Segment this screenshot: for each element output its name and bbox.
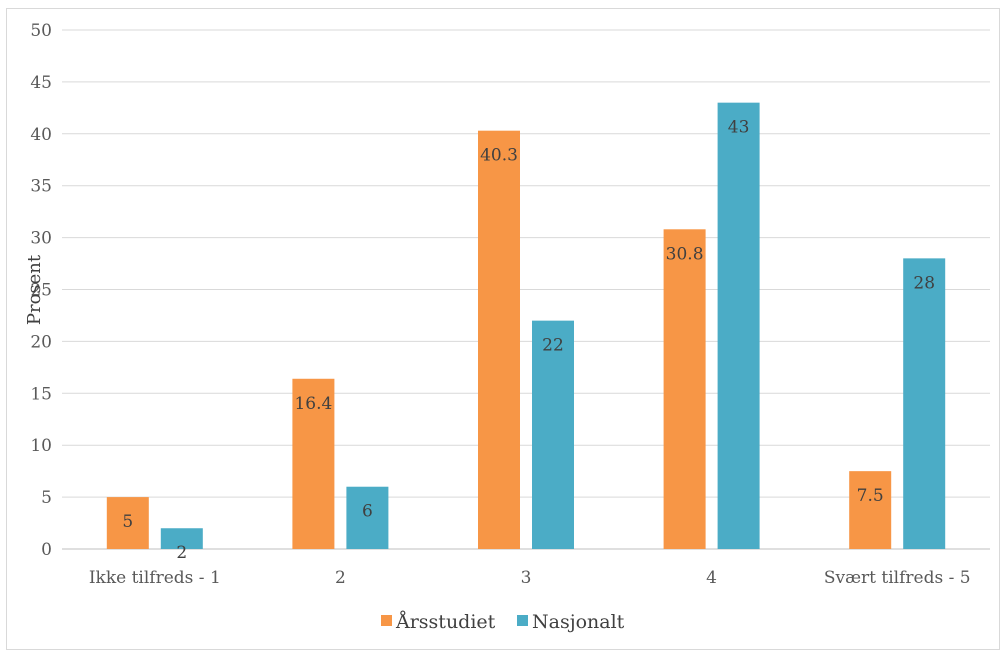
- gridlines: [62, 29, 990, 550]
- y-axis-title: Prosent: [24, 254, 45, 325]
- y-tick-label: 30: [30, 229, 52, 249]
- data-labels: 5 2 16.4 6 40.3 22 30.8 43 7.5 28: [122, 118, 935, 564]
- y-tick-label: 45: [30, 73, 52, 93]
- legend-swatch: [381, 615, 392, 626]
- y-tick-label: 20: [30, 332, 52, 352]
- data-label: 7.5: [857, 486, 884, 506]
- bar-aarsstudiet: [478, 130, 520, 549]
- data-label: 28: [913, 273, 935, 293]
- x-tick-label: 4: [706, 568, 717, 588]
- data-label: 40.3: [480, 146, 518, 166]
- legend-swatch: [517, 615, 528, 626]
- y-tick-label: 10: [30, 436, 52, 456]
- bar-nasjonalt: [717, 102, 760, 549]
- x-tick-label: 2: [335, 568, 346, 588]
- y-tick-label: 35: [30, 177, 52, 197]
- x-tick-label: Svært tilfreds - 5: [824, 568, 971, 588]
- chart-frame: [6, 8, 1000, 650]
- y-tick-label: 0: [41, 540, 52, 560]
- y-tick-label: 50: [30, 21, 52, 41]
- legend: Årsstudiet Nasjonalt: [381, 611, 625, 633]
- y-tick-label: 25: [30, 281, 52, 301]
- bar-aarsstudiet: [292, 378, 335, 549]
- bar-aarsstudiet: [849, 471, 892, 549]
- y-tick-label: 15: [30, 384, 52, 404]
- legend-label: Årsstudiet: [395, 611, 496, 633]
- bar-aarsstudiet: [663, 229, 706, 549]
- x-axis-ticks: Ikke tilfreds - 1 2 3 4 Svært tilfreds - 5: [89, 568, 971, 588]
- data-label: 6: [362, 502, 373, 522]
- bar-nasjonalt: [160, 528, 203, 549]
- bar-nasjonalt: [532, 320, 574, 549]
- data-label: 22: [542, 336, 564, 356]
- bar-nasjonalt: [903, 258, 946, 549]
- bar-nasjonalt: [346, 486, 389, 549]
- x-tick-label: 3: [521, 568, 532, 588]
- x-tick-label: Ikke tilfreds - 1: [89, 568, 221, 588]
- y-axis-ticks: 0 5 10 15 20 25 30 35 40 45 50: [30, 21, 52, 560]
- legend-label: Nasjonalt: [532, 611, 625, 633]
- data-label: 5: [122, 512, 133, 532]
- data-label: 43: [728, 118, 750, 138]
- data-label: 16.4: [294, 394, 332, 414]
- data-label: 2: [176, 543, 187, 563]
- data-label: 30.8: [666, 244, 704, 264]
- bars: [106, 102, 946, 549]
- y-tick-label: 5: [41, 488, 52, 508]
- bar-aarsstudiet: [106, 497, 149, 549]
- y-tick-label: 40: [30, 125, 52, 145]
